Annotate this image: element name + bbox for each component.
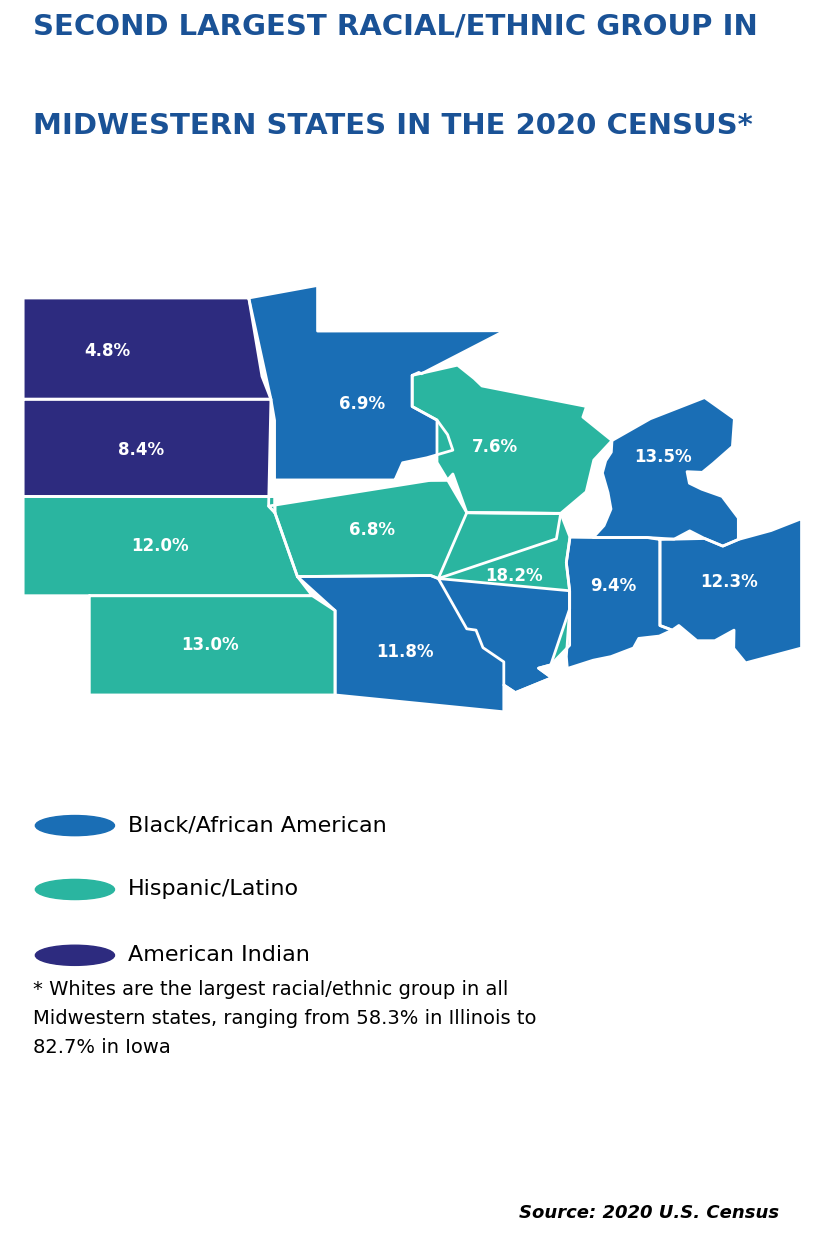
- Text: 9.4%: 9.4%: [590, 577, 637, 595]
- Polygon shape: [660, 518, 801, 663]
- Circle shape: [36, 945, 114, 965]
- Text: MIDWESTERN STATES IN THE 2020 CENSUS*: MIDWESTERN STATES IN THE 2020 CENSUS*: [33, 112, 753, 140]
- Polygon shape: [23, 497, 313, 596]
- Polygon shape: [23, 400, 275, 512]
- Polygon shape: [412, 365, 612, 513]
- Polygon shape: [566, 537, 672, 668]
- Text: 4.8%: 4.8%: [84, 342, 131, 360]
- Text: SECOND LARGEST RACIAL/ETHNIC GROUP IN: SECOND LARGEST RACIAL/ETHNIC GROUP IN: [33, 12, 758, 40]
- Text: 12.3%: 12.3%: [700, 573, 758, 592]
- Text: 13.0%: 13.0%: [181, 636, 239, 654]
- Text: Hispanic/Latino: Hispanic/Latino: [128, 879, 299, 899]
- Text: 12.0%: 12.0%: [131, 537, 189, 555]
- Circle shape: [36, 816, 114, 836]
- Text: 8.4%: 8.4%: [117, 441, 164, 460]
- Polygon shape: [249, 286, 504, 480]
- Text: 18.2%: 18.2%: [485, 567, 543, 585]
- Polygon shape: [23, 299, 271, 400]
- Polygon shape: [438, 512, 570, 693]
- Polygon shape: [89, 596, 335, 694]
- Text: * Whites are the largest racial/ethnic group in all
Midwestern states, ranging f: * Whites are the largest racial/ethnic g…: [33, 980, 537, 1057]
- Text: Black/African American: Black/African American: [128, 816, 387, 836]
- Text: 6.9%: 6.9%: [339, 395, 385, 413]
- Polygon shape: [269, 480, 561, 578]
- Text: 6.8%: 6.8%: [349, 521, 395, 538]
- Polygon shape: [593, 397, 739, 546]
- Text: 11.8%: 11.8%: [376, 643, 434, 661]
- Text: American Indian: American Indian: [128, 945, 310, 965]
- Polygon shape: [298, 576, 570, 712]
- Text: Source: 2020 U.S. Census: Source: 2020 U.S. Census: [519, 1204, 779, 1222]
- Text: 7.6%: 7.6%: [471, 438, 518, 456]
- Text: 13.5%: 13.5%: [634, 448, 692, 466]
- Circle shape: [36, 879, 114, 899]
